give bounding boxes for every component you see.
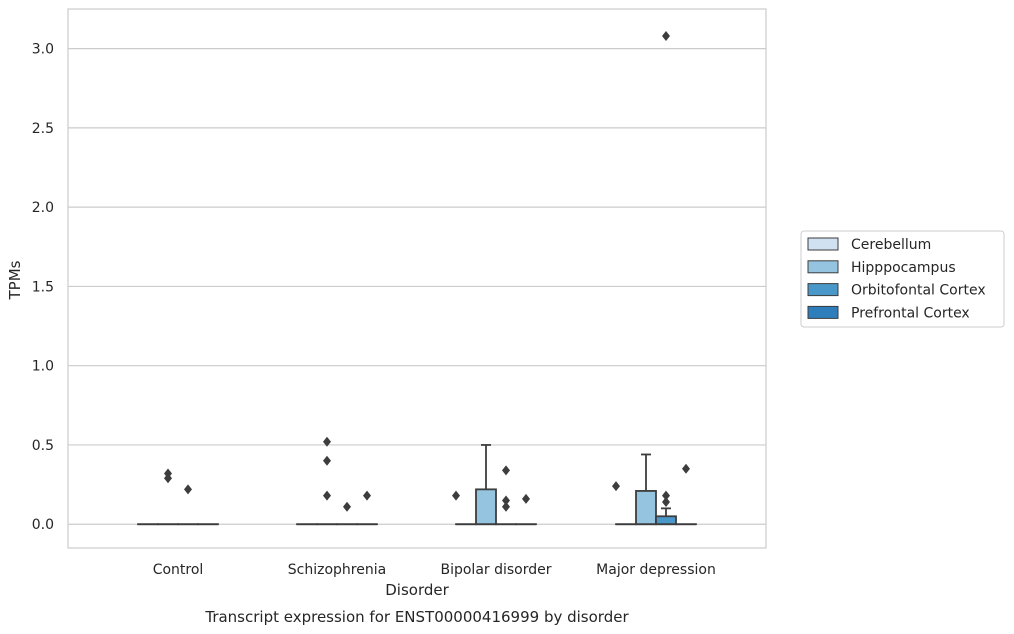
y-tick-label: 1.0: [32, 359, 54, 375]
legend-label: Prefrontal Cortex: [851, 305, 970, 321]
legend-label: Orbitofontal Cortex: [851, 283, 986, 299]
outlier-point: [502, 495, 510, 506]
legend-swatch: [807, 260, 839, 274]
box: [475, 444, 497, 526]
outlier-point: [363, 490, 371, 501]
legend-label: Cerebellum: [851, 237, 931, 253]
outlier-points: [164, 30, 690, 512]
outlier-point: [323, 490, 331, 501]
outlier-point: [452, 490, 460, 501]
box-body: [655, 515, 677, 526]
x-axis-label: Disorder: [385, 581, 449, 599]
box-body: [475, 488, 497, 526]
y-tick-label: 3.0: [32, 42, 54, 58]
y-tick-label: 2.5: [32, 121, 54, 137]
legend-swatch: [807, 237, 839, 251]
legend: Cerebellum Hipppocampus Orbitofontal Corte…: [800, 230, 1005, 328]
outlier-point: [662, 490, 670, 501]
outlier-point: [502, 465, 510, 476]
outlier-point: [662, 497, 670, 508]
y-axis-ticks: 0.0 0.5 1.0 1.5 2.0 2.5 3.0: [32, 42, 54, 534]
box-body: [635, 490, 657, 526]
plot-area-frame: [67, 8, 767, 549]
box: [655, 507, 677, 526]
legend-frame: [800, 230, 1005, 328]
outlier-point: [184, 484, 192, 495]
y-tick-label: 1.5: [32, 279, 54, 295]
outlier-point: [502, 501, 510, 512]
outlier-point: [323, 455, 331, 466]
legend-swatch: [807, 305, 839, 319]
outlier-point: [522, 493, 530, 504]
y-tick-label: 0.0: [32, 517, 54, 533]
outlier-point: [682, 463, 690, 474]
outlier-point: [662, 30, 670, 41]
legend-swatch: [807, 283, 839, 297]
y-tick-label: 2.0: [32, 200, 54, 216]
x-axis-ticks: Control Schizophrenia Bipolar disorder Majo…: [153, 562, 716, 578]
outlier-point: [164, 473, 172, 484]
outlier-point: [343, 501, 351, 512]
x-tick-label: Control: [153, 562, 204, 578]
legend-label: Hipppocampus: [851, 260, 956, 276]
y-axis-label: TPMs: [6, 260, 24, 300]
outlier-point: [323, 436, 331, 447]
grid-lines: [68, 48, 766, 525]
box-series: [137, 444, 697, 526]
box: [635, 453, 657, 526]
outlier-point: [612, 481, 620, 492]
x-tick-label: Schizophrenia: [288, 562, 386, 578]
y-tick-label: 0.5: [32, 438, 54, 454]
x-tick-label: Bipolar disorder: [440, 562, 551, 578]
x-tick-label: Major depression: [596, 562, 716, 578]
chart-caption: Transcript expression for ENST0000041699…: [204, 608, 629, 626]
